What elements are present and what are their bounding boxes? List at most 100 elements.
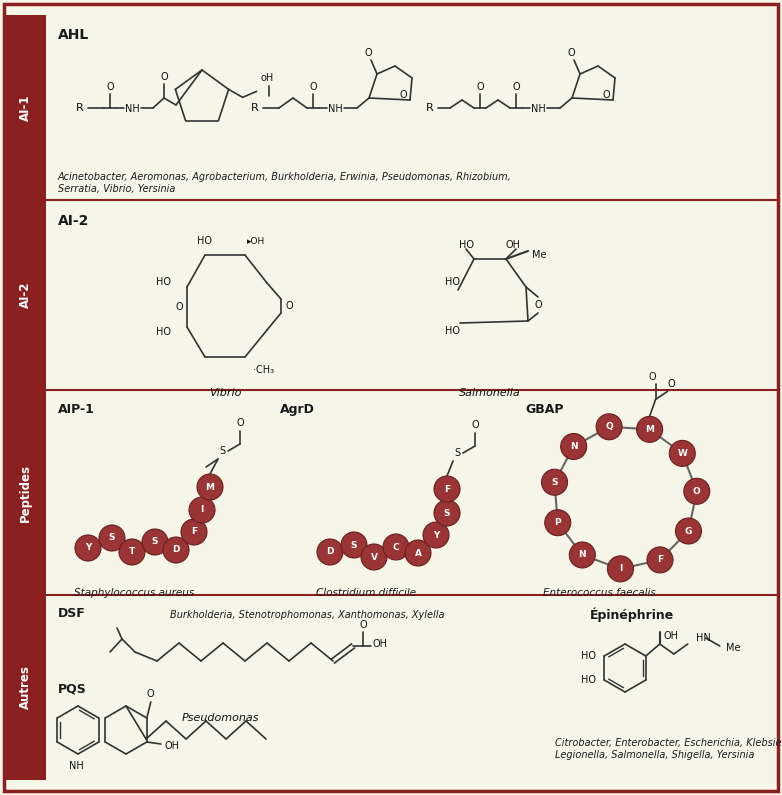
Text: O: O	[359, 620, 367, 630]
Text: OH: OH	[664, 631, 679, 641]
Text: HO: HO	[445, 326, 460, 336]
Text: PQS: PQS	[58, 683, 87, 696]
Text: Peptides: Peptides	[19, 463, 31, 522]
Bar	[4, 595, 46, 780]
Text: HO: HO	[445, 277, 460, 287]
Text: I: I	[200, 506, 203, 514]
Text: Q: Q	[605, 422, 613, 431]
Circle shape	[637, 417, 662, 442]
Bar	[4, 15, 46, 200]
Text: I: I	[619, 564, 622, 573]
Text: S: S	[551, 478, 558, 487]
Text: Enterococcus faecalis: Enterococcus faecalis	[543, 588, 656, 598]
Circle shape	[434, 476, 460, 502]
Circle shape	[569, 542, 595, 568]
Bar	[4, 200, 46, 390]
Text: Salmonella: Salmonella	[459, 388, 521, 398]
Text: O: O	[602, 90, 610, 100]
Text: HO: HO	[581, 675, 596, 685]
Text: O: O	[534, 300, 542, 310]
Circle shape	[383, 534, 409, 560]
Text: oH: oH	[260, 73, 274, 83]
Text: GBAP: GBAP	[525, 403, 564, 416]
Text: O: O	[693, 487, 701, 496]
Circle shape	[676, 518, 701, 544]
Text: R: R	[426, 103, 434, 113]
Circle shape	[361, 544, 387, 570]
Circle shape	[647, 547, 673, 573]
Text: O: O	[309, 82, 317, 92]
Text: F: F	[444, 484, 450, 494]
Text: S: S	[454, 448, 460, 458]
Text: ▸OH: ▸OH	[247, 236, 265, 246]
Text: NH: NH	[328, 104, 343, 114]
Text: O: O	[175, 302, 183, 312]
Text: F: F	[191, 528, 197, 537]
Bar	[4, 390, 46, 595]
Text: OH: OH	[506, 240, 521, 250]
Text: AHL: AHL	[58, 28, 89, 42]
Text: M: M	[645, 425, 654, 434]
Text: C: C	[393, 542, 400, 552]
Text: S: S	[219, 446, 225, 456]
Text: Burkholderia, Stenotrophomonas, Xanthomonas, Xylella: Burkholderia, Stenotrophomonas, Xanthomo…	[170, 610, 444, 620]
Text: Clostridium difficile: Clostridium difficile	[316, 588, 416, 598]
Circle shape	[99, 525, 125, 551]
Circle shape	[541, 469, 568, 495]
Text: D: D	[172, 545, 180, 554]
Text: S: S	[152, 537, 158, 546]
Text: O: O	[160, 72, 168, 82]
Text: HO: HO	[459, 240, 474, 250]
Text: Acinetobacter, Aeromonas, Agrobacterium, Burkholderia, Erwinia, Pseudomonas, Rhi: Acinetobacter, Aeromonas, Agrobacterium,…	[58, 172, 511, 182]
Text: HO: HO	[156, 327, 171, 337]
Text: HO: HO	[156, 277, 171, 287]
Circle shape	[561, 433, 586, 460]
Text: Serratia, Vibrio, Yersinia: Serratia, Vibrio, Yersinia	[58, 184, 175, 194]
Circle shape	[596, 413, 622, 440]
Circle shape	[341, 532, 367, 558]
Circle shape	[189, 497, 215, 523]
Text: D: D	[326, 548, 334, 556]
Text: O: O	[649, 372, 656, 382]
Text: HN: HN	[696, 633, 711, 643]
Text: ·CH₃: ·CH₃	[253, 365, 274, 375]
Circle shape	[608, 556, 633, 582]
Text: O: O	[364, 48, 371, 58]
Text: V: V	[371, 553, 378, 561]
Text: OH: OH	[372, 639, 388, 649]
Circle shape	[75, 535, 101, 561]
Text: NH: NH	[531, 104, 545, 114]
Text: O: O	[106, 82, 114, 92]
Text: N: N	[579, 550, 586, 560]
Text: R: R	[76, 103, 84, 113]
Circle shape	[423, 522, 449, 548]
Text: Me: Me	[532, 250, 547, 260]
Text: HO: HO	[198, 236, 213, 246]
Text: Y: Y	[432, 530, 439, 540]
Text: O: O	[285, 301, 292, 311]
Text: AI-1: AI-1	[19, 95, 31, 121]
Text: F: F	[657, 556, 663, 564]
Circle shape	[197, 474, 223, 500]
Text: O: O	[472, 420, 479, 430]
Circle shape	[142, 529, 168, 555]
Text: OH: OH	[165, 741, 180, 751]
Text: NH: NH	[124, 104, 139, 114]
Text: W: W	[677, 449, 687, 458]
Text: S: S	[443, 509, 450, 518]
Text: N: N	[570, 442, 577, 451]
Text: Épinéphrine: Épinéphrine	[590, 607, 674, 622]
Text: S: S	[351, 541, 357, 549]
Text: NH: NH	[69, 761, 84, 771]
Text: Staphylococcus aureus: Staphylococcus aureus	[74, 588, 194, 598]
Text: DSF: DSF	[58, 607, 86, 620]
Text: O: O	[567, 48, 575, 58]
Text: P: P	[554, 518, 561, 527]
Text: AgrD: AgrD	[280, 403, 315, 416]
Text: O: O	[668, 379, 676, 390]
Text: Y: Y	[84, 544, 91, 553]
Circle shape	[163, 537, 189, 563]
Text: Pseudomonas: Pseudomonas	[181, 713, 259, 723]
Text: M: M	[206, 483, 214, 491]
Text: O: O	[147, 689, 155, 699]
